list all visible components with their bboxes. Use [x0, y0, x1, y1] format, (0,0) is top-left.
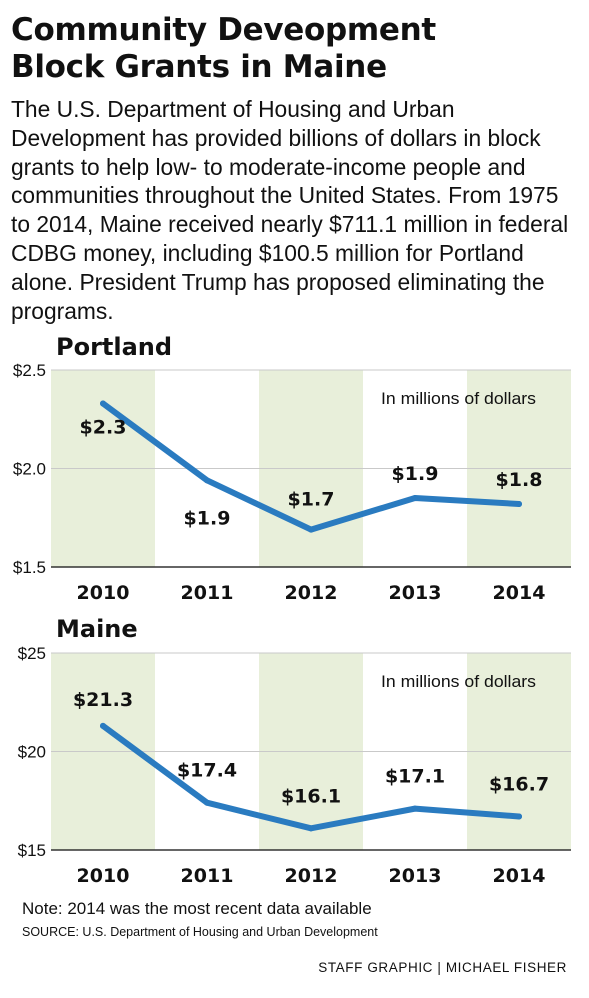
unit-note: In millions of dollars — [381, 389, 536, 408]
portland-line-chart: $1.5 $2.0 $2.5 In millions of dollars $2.3 $1… — [13, 361, 571, 604]
data-point-2011 — [204, 799, 210, 806]
data-label-2010: $2.3 — [80, 416, 127, 438]
x-tick-label: 2011 — [181, 865, 234, 887]
x-tick-label: 2012 — [285, 865, 338, 887]
maine-chart-title: Maine — [56, 615, 138, 643]
x-tick-label: 2010 — [77, 865, 130, 887]
data-label-2012: $1.7 — [288, 489, 335, 511]
data-point-2012 — [308, 825, 314, 832]
x-tick-label: 2014 — [493, 582, 546, 604]
data-point-2013 — [412, 805, 418, 812]
x-tick-label: 2013 — [389, 865, 442, 887]
data-label-2013: $17.1 — [385, 766, 445, 788]
data-label-2010: $21.3 — [73, 689, 133, 711]
footnote: Note: 2014 was the most recent data avai… — [22, 899, 372, 918]
x-tick-label: 2014 — [493, 865, 546, 887]
y-tick-label: $2.0 — [13, 460, 46, 479]
data-label-2014: $1.8 — [496, 469, 543, 491]
y-tick-label: $15 — [18, 841, 46, 860]
staff-credit: STAFF GRAPHIC | MICHAEL FISHER — [318, 960, 567, 975]
data-label-2013: $1.9 — [392, 463, 439, 485]
title-line-2: Block Grants in Maine — [11, 49, 387, 85]
x-tick-label: 2010 — [77, 582, 130, 604]
data-label-2014: $16.7 — [489, 774, 549, 796]
x-tick-label: 2012 — [285, 582, 338, 604]
x-tick-label: 2013 — [389, 582, 442, 604]
data-point-2012 — [308, 526, 314, 533]
portland-chart-title: Portland — [56, 333, 173, 361]
data-point-2013 — [412, 495, 418, 502]
page-title: Community Deveopment Block Grants in Mai… — [11, 12, 436, 86]
y-tick-label: $2.5 — [13, 361, 46, 380]
intro-paragraph: The U.S. Department of Housing and Urban… — [11, 96, 569, 324]
y-tick-label: $25 — [18, 644, 46, 663]
data-label-2011: $1.9 — [184, 507, 231, 529]
data-point-2014 — [516, 813, 522, 820]
source-line: SOURCE: U.S. Department of Housing and U… — [22, 925, 378, 939]
data-point-2014 — [516, 500, 522, 507]
y-tick-label: $1.5 — [13, 558, 46, 577]
data-label-2011: $17.4 — [177, 760, 237, 782]
unit-note: In millions of dollars — [381, 672, 536, 691]
data-point-2010 — [100, 722, 106, 729]
data-label-2012: $16.1 — [281, 785, 341, 807]
data-point-2010 — [100, 400, 106, 407]
maine-line-chart: $15 $20 $25 In millions of dollars $21.3 $17.… — [18, 644, 571, 887]
y-tick-label: $20 — [18, 743, 46, 762]
title-line-1: Community Deveopment — [11, 12, 436, 48]
data-point-2011 — [204, 477, 210, 484]
x-tick-label: 2011 — [181, 582, 234, 604]
